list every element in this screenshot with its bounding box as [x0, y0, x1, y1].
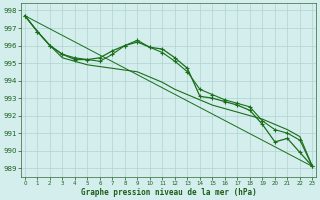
X-axis label: Graphe pression niveau de la mer (hPa): Graphe pression niveau de la mer (hPa): [81, 188, 257, 197]
